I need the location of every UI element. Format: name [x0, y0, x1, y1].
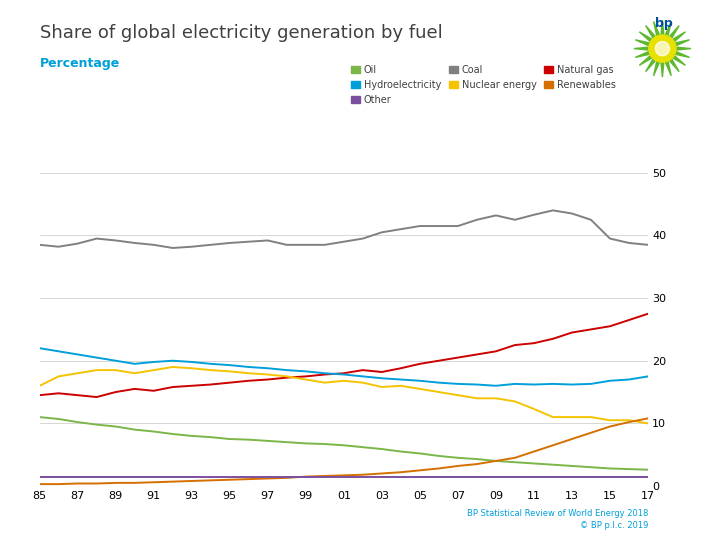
Polygon shape	[662, 40, 690, 49]
Polygon shape	[649, 35, 676, 62]
Polygon shape	[662, 49, 671, 76]
Polygon shape	[661, 20, 664, 49]
Polygon shape	[662, 47, 691, 50]
Polygon shape	[639, 32, 662, 49]
Polygon shape	[662, 25, 679, 49]
Polygon shape	[634, 47, 662, 50]
Polygon shape	[639, 49, 662, 65]
Polygon shape	[646, 25, 662, 49]
Polygon shape	[662, 49, 679, 72]
Polygon shape	[662, 49, 690, 57]
Polygon shape	[654, 49, 662, 76]
Polygon shape	[654, 22, 662, 49]
Polygon shape	[646, 49, 662, 72]
Text: BP Statistical Review of World Energy 2018
© BP p.l.c. 2019: BP Statistical Review of World Energy 20…	[467, 509, 648, 530]
Polygon shape	[662, 49, 685, 65]
Legend: Oil, Hydroelectricity, Other, Coal, Nuclear energy, Natural gas, Renewables: Oil, Hydroelectricity, Other, Coal, Nucl…	[351, 65, 616, 105]
Text: Share of global electricity generation by fuel: Share of global electricity generation b…	[40, 24, 442, 42]
Polygon shape	[661, 49, 664, 77]
Polygon shape	[635, 49, 662, 57]
Polygon shape	[655, 42, 670, 56]
Text: Percentage: Percentage	[40, 57, 120, 70]
Polygon shape	[662, 22, 671, 49]
Polygon shape	[635, 40, 662, 49]
Polygon shape	[662, 32, 685, 49]
Text: bp: bp	[655, 17, 672, 30]
